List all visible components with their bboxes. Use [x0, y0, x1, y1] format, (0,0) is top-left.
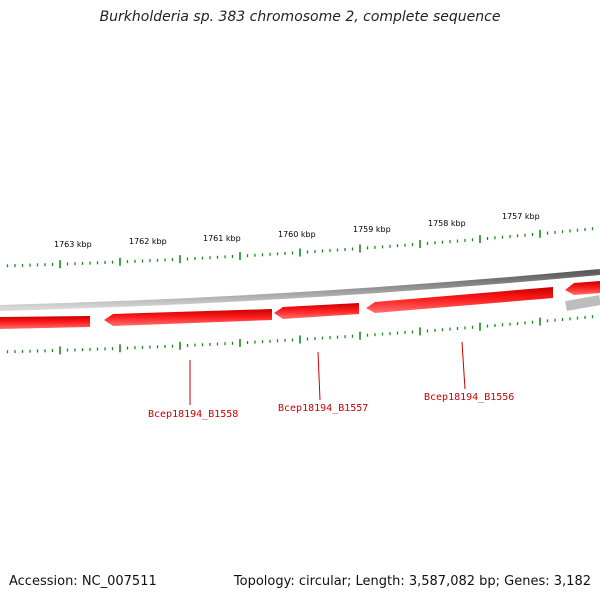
ruler-label-1763: 1763 kbp — [54, 240, 92, 249]
chromosome-backbone — [0, 269, 600, 311]
gene-label-leaders — [189, 341, 466, 405]
ruler-labels: 1763 kbp 1762 kbp 1761 kbp 1760 kbp 1759… — [54, 212, 540, 249]
ruler-label-1759: 1759 kbp — [353, 225, 391, 234]
gene-arrow — [274, 303, 359, 319]
ruler-label-1760: 1760 kbp — [278, 230, 316, 239]
topology-summary: Topology: circular; Length: 3,587,082 bp… — [233, 574, 591, 589]
map-title: Burkholderia sp. 383 chromosome 2, compl… — [99, 9, 501, 25]
gene-label-b1558: Bcep18194_B1558 — [148, 409, 238, 420]
gene-arrow — [0, 316, 90, 329]
gene-label-b1557: Bcep18194_B1557 — [278, 403, 368, 414]
gene-arrow — [565, 281, 600, 295]
inner-ruler — [6, 315, 594, 355]
leader-line — [317, 351, 321, 401]
ruler-label-1757: 1757 kbp — [502, 212, 540, 221]
gene-arrow — [104, 309, 272, 326]
gene-features — [0, 281, 600, 329]
gene-label-b1556: Bcep18194_B1556 — [424, 392, 514, 403]
gene-arrow — [366, 287, 553, 313]
leader-line — [461, 341, 466, 390]
ruler-label-1758: 1758 kbp — [428, 219, 466, 228]
ruler-label-1761: 1761 kbp — [203, 234, 241, 243]
ruler-label-1762: 1762 kbp — [129, 237, 167, 246]
outer-ruler — [6, 227, 594, 269]
gene-labels: Bcep18194_B1558 Bcep18194_B1557 Bcep1819… — [148, 392, 514, 420]
accession-text: Accession: NC_007511 — [9, 574, 157, 589]
chromosome-backbone-right — [565, 295, 600, 311]
